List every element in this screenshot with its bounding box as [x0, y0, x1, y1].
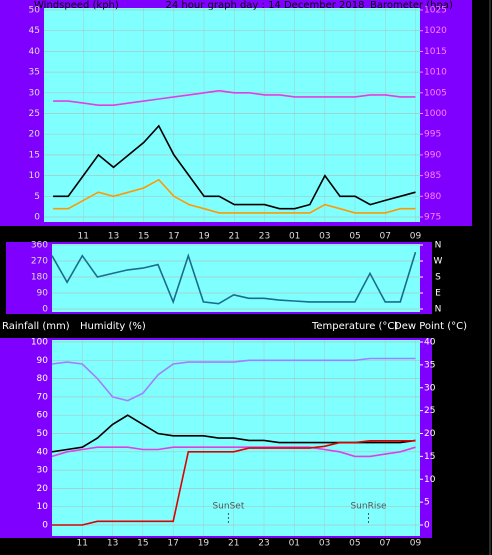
y2-tick-label: E [435, 289, 441, 299]
x-tick-label: 13 [107, 539, 118, 549]
x-tick-label: 19 [198, 232, 210, 242]
x-tick-label: 03 [319, 539, 330, 549]
y2-tick-label: 1025 [424, 6, 447, 16]
y-tick-label: 80 [37, 374, 49, 384]
x-tick-label: 13 [108, 232, 119, 242]
y-label: Windspeed (kph) [34, 0, 119, 11]
y2-tick-label: S [435, 273, 441, 283]
y-tick-label: 30 [37, 466, 49, 476]
x-tick-label: 11 [78, 232, 89, 242]
x-tick-label: 07 [379, 539, 390, 549]
y2-tick-label: 995 [424, 130, 441, 140]
y2-tick-label: 30 [424, 383, 436, 393]
x-tick-label: 09 [410, 232, 422, 242]
series-line [52, 440, 416, 526]
y2-tick-label: 0 [424, 521, 430, 531]
y2-tick-label: 1000 [424, 109, 447, 119]
y-tick-label: 180 [31, 273, 48, 283]
series-line [51, 251, 417, 305]
y-tick-label: 90 [37, 289, 49, 299]
y2-tick-label: 980 [424, 192, 441, 202]
y2-tick-label: 1015 [424, 47, 447, 57]
x-tick-label: 17 [168, 232, 179, 242]
x-tick-label: 21 [229, 232, 240, 242]
y-tick-label: 10 [29, 171, 41, 181]
y-tick-label: 20 [29, 130, 41, 140]
x-tick-label: 15 [138, 232, 149, 242]
y2-tick-label: 35 [424, 360, 435, 370]
x-tick-label: 03 [319, 232, 330, 242]
y-tick-label: 20 [37, 484, 49, 494]
y-label: Rainfall (mm) [2, 321, 70, 332]
x-tick-label: 17 [167, 539, 178, 549]
y-tick-label: 45 [29, 26, 40, 36]
y2-tick-label: N [435, 241, 442, 251]
y2-label: Dew Point (°C) [394, 321, 467, 332]
y2-tick-label: 5 [424, 498, 430, 508]
y2-tick-label: 1010 [424, 68, 447, 78]
series-line [53, 178, 416, 214]
x-tick-label: 05 [349, 232, 360, 242]
annotation: SunRise [350, 502, 387, 512]
y-tick-label: 35 [29, 68, 40, 78]
y2-tick-label: W [434, 257, 443, 267]
y2-tick-label: 975 [424, 213, 441, 223]
series-line [53, 124, 416, 210]
x-tick-label: 05 [349, 539, 360, 549]
y-tick-label: 50 [29, 6, 41, 16]
y2-tick-label: 990 [424, 150, 441, 160]
y-tick-label: 100 [31, 338, 48, 348]
y-tick-label: 90 [37, 356, 49, 366]
y-tick-label: 0 [42, 305, 48, 315]
y2-tick-label: 25 [424, 406, 435, 416]
y-tick-label: 60 [37, 411, 49, 421]
x-tick-label: 21 [228, 539, 239, 549]
y2-tick-label: 1020 [424, 26, 447, 36]
y-label: Humidity (%) [80, 321, 146, 332]
plot-area [52, 244, 420, 312]
x-tick-label: 15 [137, 539, 148, 549]
x-tick-label: 23 [259, 232, 270, 242]
x-tick-label: 01 [289, 539, 300, 549]
y-tick-label: 40 [29, 47, 41, 57]
y-tick-label: 40 [37, 447, 49, 457]
series-line [51, 446, 416, 458]
y-tick-label: 30 [29, 88, 41, 98]
y-tick-label: 5 [34, 192, 40, 202]
y2-tick-label: 985 [424, 171, 441, 181]
y2-tick-label: 20 [424, 429, 436, 439]
y2-tick-label: 1005 [424, 88, 447, 98]
y-tick-label: 270 [31, 257, 48, 267]
y2-label: Barometer (hpa) [370, 0, 453, 11]
series-line [51, 357, 416, 402]
series-line [53, 89, 416, 106]
y2-tick-label: 40 [424, 338, 436, 348]
y-tick-label: 50 [37, 429, 49, 439]
plot-area [44, 8, 420, 222]
chart-title: 24 hour graph day : 14 December 2018 [166, 0, 365, 11]
x-tick-label: 11 [77, 539, 88, 549]
y2-tick-label: N [435, 305, 442, 315]
y-tick-label: 10 [37, 502, 49, 512]
x-tick-label: 07 [380, 232, 391, 242]
y-tick-label: 0 [42, 521, 48, 531]
y2-tick-label: 10 [424, 475, 436, 485]
y-tick-label: 70 [37, 392, 49, 402]
y-tick-label: 15 [29, 150, 40, 160]
x-tick-label: 23 [258, 539, 269, 549]
y2-label: Temperature (°C) [311, 321, 398, 332]
x-tick-label: 09 [410, 539, 422, 549]
x-tick-label: 19 [198, 539, 210, 549]
y-tick-label: 0 [34, 213, 40, 223]
x-tick-label: 01 [289, 232, 300, 242]
y-tick-label: 25 [29, 109, 40, 119]
annotation: SunSet [212, 502, 244, 512]
y2-tick-label: 15 [424, 452, 435, 462]
y-tick-label: 360 [31, 241, 48, 251]
